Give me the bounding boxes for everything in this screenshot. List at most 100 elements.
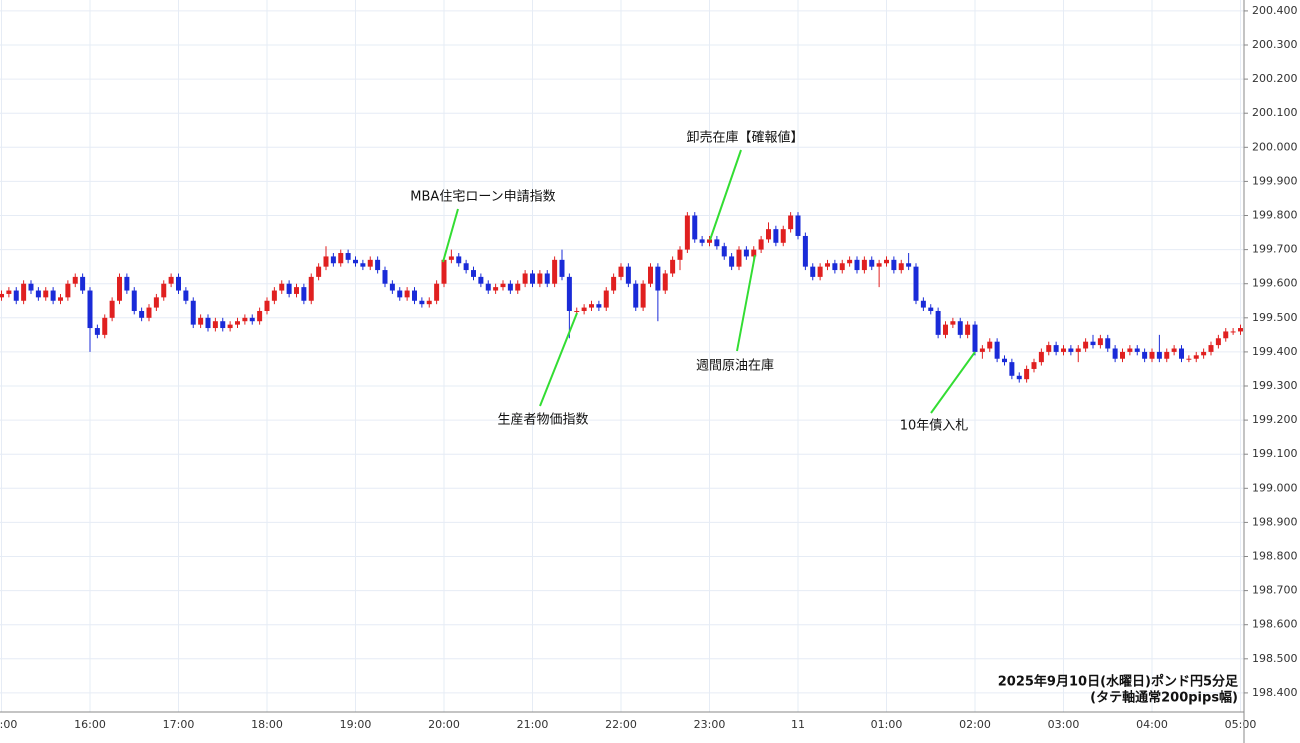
y-tick-label: 200.300	[1252, 38, 1298, 51]
y-tick-label: 198.600	[1252, 618, 1298, 631]
candle-body	[972, 324, 978, 352]
candle-body	[640, 283, 646, 308]
candle-body	[943, 324, 948, 335]
y-tick-label: 198.700	[1252, 584, 1298, 597]
candle-body	[920, 300, 926, 308]
candle-body	[1120, 351, 1125, 359]
candle-body	[751, 249, 757, 257]
candle-body	[861, 259, 867, 271]
candle-body	[124, 276, 130, 291]
candle-body	[478, 276, 484, 284]
candle-body	[795, 215, 801, 236]
candle-body	[257, 310, 263, 322]
candle-body	[979, 348, 985, 352]
candle-body	[360, 263, 366, 267]
candle-body	[574, 310, 580, 312]
candle-body	[1156, 351, 1162, 359]
x-tick-label: 17:00	[163, 718, 195, 731]
candle-body	[404, 290, 410, 298]
x-tick-label: 22:00	[605, 718, 637, 731]
candle-body	[876, 263, 882, 267]
candle-body	[788, 215, 794, 230]
candle-body	[131, 290, 137, 311]
candle-body	[176, 276, 181, 291]
candle-body	[249, 317, 255, 322]
candle-body	[515, 283, 521, 291]
candle-body	[817, 266, 823, 277]
candle-body	[389, 283, 395, 291]
annotation-line	[930, 351, 976, 414]
candle-body	[65, 283, 71, 298]
annotation-line	[709, 149, 742, 241]
candle-body	[802, 235, 808, 267]
candle-body	[139, 310, 145, 318]
candle-body	[367, 259, 373, 267]
x-tick-label: 16:00	[74, 718, 106, 731]
candle-body	[743, 249, 749, 257]
candle-body	[714, 239, 720, 247]
candle-body	[648, 266, 653, 284]
candle-body	[190, 300, 196, 325]
candle-body	[338, 253, 344, 264]
candle-body	[957, 321, 963, 335]
candle-body	[1068, 348, 1074, 352]
candle-body	[87, 290, 93, 329]
candle-body	[1164, 351, 1170, 359]
candle-body	[227, 324, 233, 329]
candle-body	[117, 276, 122, 301]
candle-body	[1238, 328, 1243, 332]
candle-body	[412, 290, 417, 301]
candle-body	[183, 290, 189, 301]
x-tick-label: 04:00	[1136, 718, 1168, 731]
candle-body	[1075, 348, 1081, 352]
candle-body	[456, 256, 462, 264]
candle-body	[1171, 348, 1177, 352]
candle-body	[596, 304, 602, 308]
y-tick-label: 200.000	[1252, 140, 1298, 153]
candle-body	[906, 263, 912, 267]
candle-body	[316, 266, 322, 277]
candle-body	[375, 259, 381, 271]
candle-body	[0, 293, 4, 298]
candle-body	[323, 256, 329, 267]
annotation-line	[539, 312, 578, 407]
candle-body	[832, 263, 838, 271]
candle-body	[965, 324, 971, 335]
candle-body	[655, 266, 661, 291]
y-tick-label: 200.400	[1252, 4, 1298, 17]
x-tick-label: 11	[791, 718, 805, 731]
candle-body	[1031, 362, 1037, 369]
candle-body	[891, 259, 897, 271]
candle-body	[242, 317, 248, 322]
candle-body	[330, 256, 336, 264]
candle-body	[670, 259, 676, 274]
candle-body	[913, 266, 919, 301]
candle-body	[308, 276, 314, 301]
candle-body	[109, 300, 115, 318]
candle-body	[758, 239, 764, 250]
candle-body	[220, 321, 226, 329]
candle-body	[382, 270, 388, 284]
candle-body	[544, 273, 550, 284]
annotation: 週間原油在庫	[696, 359, 774, 374]
candle-body	[662, 273, 668, 291]
y-tick-label: 198.900	[1252, 515, 1298, 528]
candle-body	[736, 249, 742, 267]
candle-body	[471, 270, 476, 277]
candle-body	[146, 307, 152, 318]
candle-body	[625, 266, 631, 284]
y-tick-label: 199.000	[1252, 481, 1298, 494]
candle-body	[692, 215, 698, 240]
candle-body	[589, 304, 594, 308]
candle-body	[198, 317, 204, 325]
candle-body	[684, 215, 690, 250]
candle-body	[1215, 338, 1221, 346]
y-tick-label: 198.800	[1252, 550, 1298, 563]
y-tick-label: 200.200	[1252, 72, 1298, 85]
candle-body	[448, 256, 454, 260]
candle-body	[566, 276, 572, 311]
candle-body	[780, 229, 786, 243]
y-tick-label: 199.400	[1252, 345, 1298, 358]
candle-body	[1038, 351, 1044, 363]
candle-body	[301, 287, 307, 301]
